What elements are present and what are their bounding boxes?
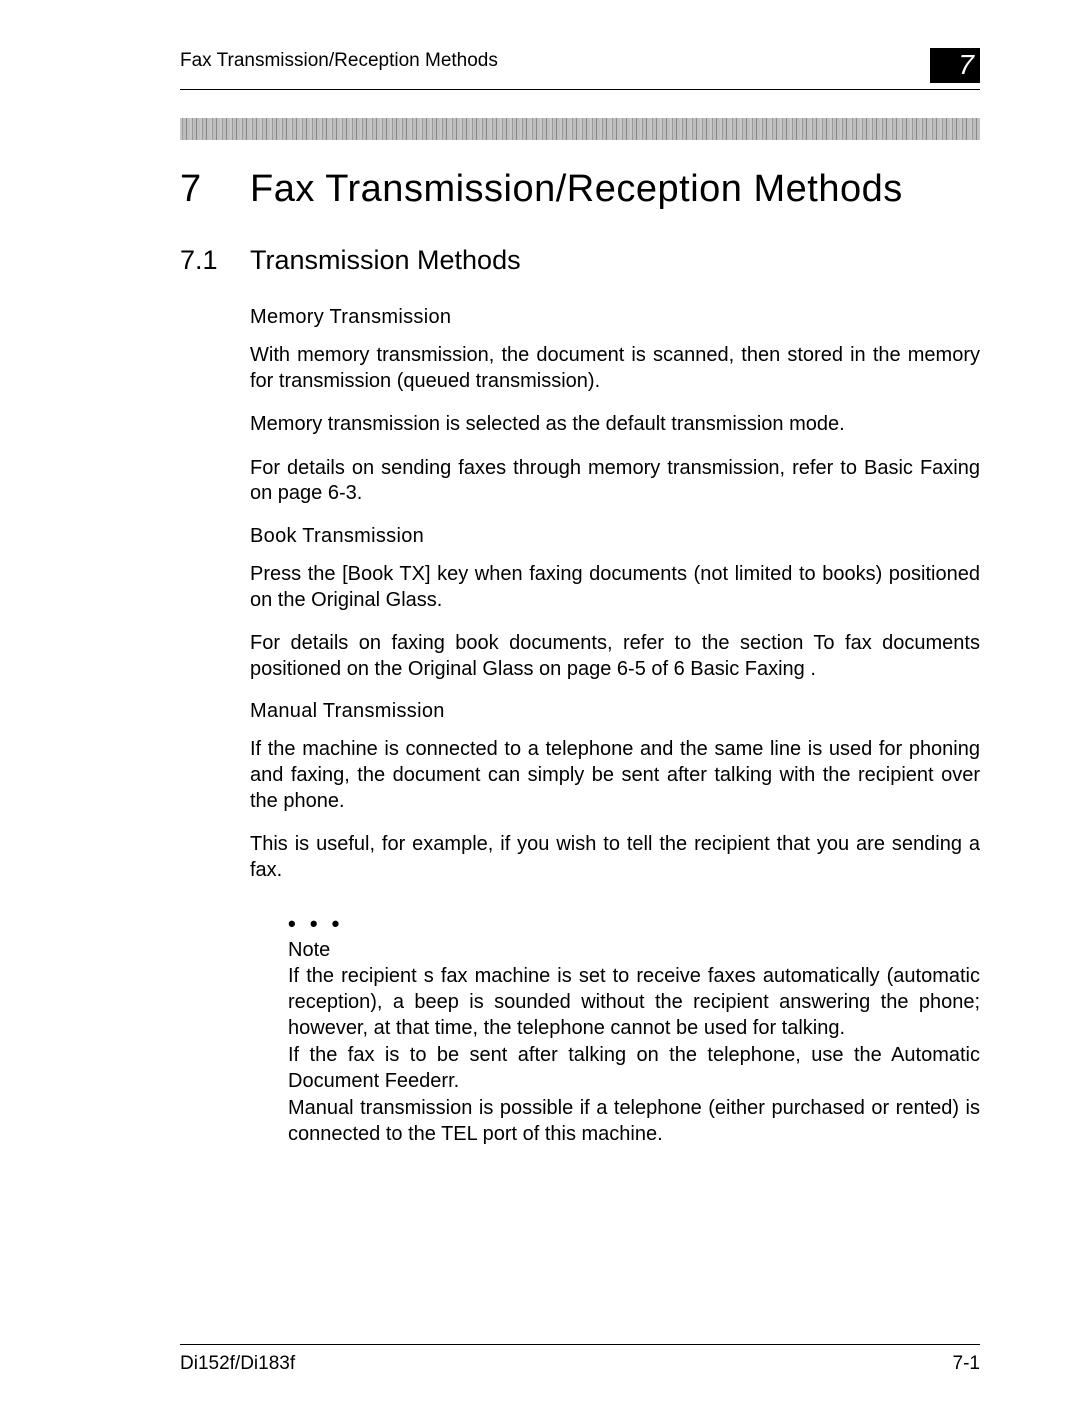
- subsection-heading: Manual Transmission: [250, 700, 980, 723]
- section-title: Transmission Methods: [250, 245, 521, 276]
- note-paragraph: Manual transmission is possible if a tel…: [288, 1096, 980, 1147]
- page-header: Fax Transmission/Reception Methods 7: [180, 48, 980, 83]
- footer-rule: [180, 1344, 980, 1345]
- page-footer: Di152f/Di183f 7-1: [180, 1344, 980, 1375]
- note-dots-icon: • • •: [288, 911, 980, 937]
- body-paragraph: For details on sending faxes through mem…: [250, 456, 980, 507]
- footer-model: Di152f/Di183f: [180, 1353, 295, 1375]
- subsection-heading: Book Transmission: [250, 525, 980, 548]
- chapter-number-badge: 7: [930, 48, 980, 83]
- note-paragraph: If the fax is to be sent after talking o…: [288, 1043, 980, 1094]
- note-paragraph: If the recipient s fax machine is set to…: [288, 964, 980, 1041]
- running-title: Fax Transmission/Reception Methods: [180, 48, 498, 72]
- body-paragraph: This is useful, for example, if you wish…: [250, 832, 980, 883]
- section-number: 7.1: [180, 245, 250, 276]
- body-paragraph: If the machine is connected to a telepho…: [250, 737, 980, 814]
- subsection-heading: Memory Transmission: [250, 306, 980, 329]
- body-paragraph: Press the [Book TX] key when faxing docu…: [250, 562, 980, 613]
- section-heading: 7.1 Transmission Methods: [180, 245, 980, 276]
- note-label: Note: [288, 939, 980, 962]
- chapter-heading: 7 Fax Transmission/Reception Methods: [180, 168, 980, 211]
- chapter-title: Fax Transmission/Reception Methods: [250, 168, 903, 211]
- content-body: Memory Transmission With memory transmis…: [250, 306, 980, 1147]
- body-paragraph: With memory transmission, the document i…: [250, 343, 980, 394]
- body-paragraph: Memory transmission is selected as the d…: [250, 412, 980, 438]
- chapter-number: 7: [180, 168, 250, 211]
- header-rule: [180, 89, 980, 90]
- decorative-bar: [180, 118, 980, 140]
- body-paragraph: For details on faxing book documents, re…: [250, 631, 980, 682]
- footer-page-number: 7-1: [953, 1353, 980, 1375]
- note-block: • • • Note If the recipient s fax machin…: [288, 911, 980, 1147]
